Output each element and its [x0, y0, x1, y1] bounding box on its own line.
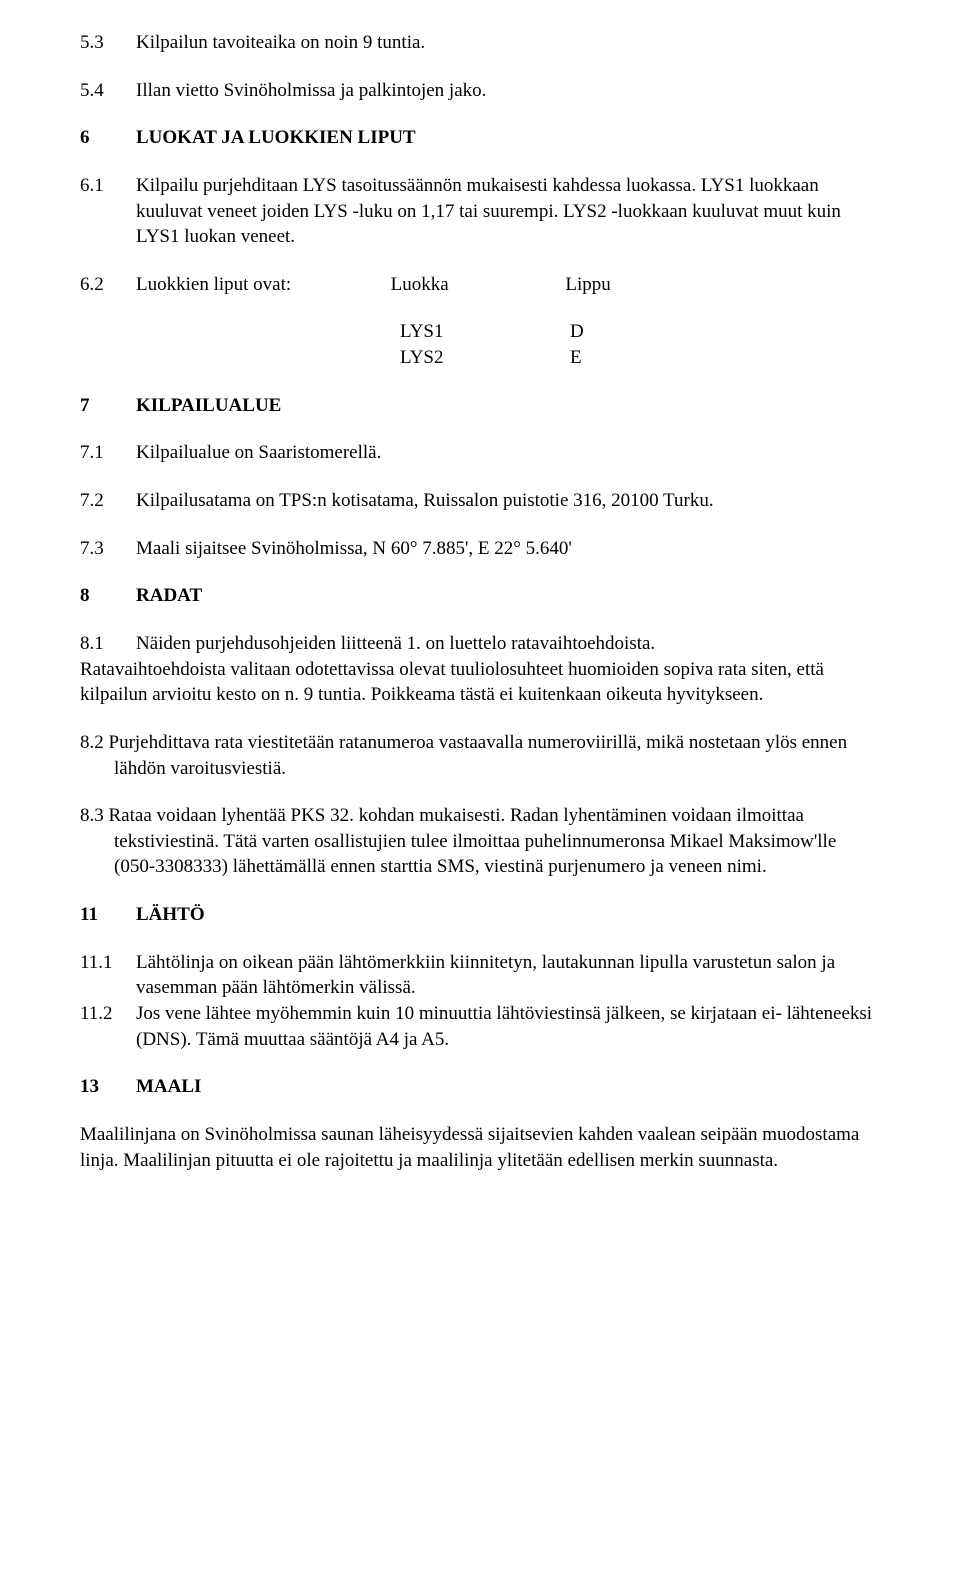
section-13-heading: 13 MAALI — [80, 1074, 880, 1100]
lippu-luokka: LYS1 — [400, 319, 570, 345]
section-number: 8.1 — [80, 631, 136, 657]
section-text: Maali sijaitsee Svinöholmissa, N 60° 7.8… — [136, 536, 880, 562]
section-number: 5.3 — [80, 30, 136, 56]
section-text-rest: Ratavaihtoehdoista valitaan odotettaviss… — [80, 657, 880, 708]
section-text: Kilpailusatama on TPS:n kotisatama, Ruis… — [136, 488, 880, 514]
section-number: 7 — [80, 393, 136, 419]
section-number: 7.1 — [80, 440, 136, 466]
section-heading: LÄHTÖ — [136, 902, 880, 928]
section-7-1: 7.1 Kilpailualue on Saaristomerellä. — [80, 440, 880, 466]
section-text: Kilpailu purjehditaan LYS tasoitussäännö… — [136, 173, 880, 250]
section-text: 8.2 Purjehdittava rata viestitetään rata… — [80, 730, 880, 781]
document-page: 5.3 Kilpailun tavoiteaika on noin 9 tunt… — [0, 0, 960, 1584]
section-heading: LUOKAT JA LUOKKIEN LIPUT — [136, 125, 880, 151]
section-6-heading: 6 LUOKAT JA LUOKKIEN LIPUT — [80, 125, 880, 151]
section-11-2: 11.2 Jos vene lähtee myöhemmin kuin 10 m… — [80, 1001, 880, 1052]
lippu-luokka: LYS2 — [400, 345, 570, 371]
lippu-row-lys1: LYS1 D — [400, 319, 880, 345]
section-number: 6.2 — [80, 272, 136, 298]
section-11-1: 11.1 Lähtölinja on oikean pään lähtömerk… — [80, 950, 880, 1001]
liput-intro: Luokkien liput ovat: — [136, 274, 291, 295]
section-8-heading: 8 RADAT — [80, 583, 880, 609]
liput-col-lippu: Lippu — [565, 274, 610, 295]
section-number: 5.4 — [80, 78, 136, 104]
section-11-heading: 11 LÄHTÖ — [80, 902, 880, 928]
section-number: 7.3 — [80, 536, 136, 562]
section-number: 8 — [80, 583, 136, 609]
section-text: Luokkien liput ovat: Luokka Lippu — [136, 272, 880, 298]
section-number: 6.1 — [80, 173, 136, 250]
section-8-2: 8.2 Purjehdittava rata viestitetään rata… — [80, 730, 880, 781]
section-6-1: 6.1 Kilpailu purjehditaan LYS tasoitussä… — [80, 173, 880, 250]
section-number: 7.2 — [80, 488, 136, 514]
lippu-table: LYS1 D LYS2 E — [400, 319, 880, 370]
section-text: Lähtölinja on oikean pään lähtömerkkiin … — [136, 950, 880, 1001]
section-heading: RADAT — [136, 583, 880, 609]
section-number: 11 — [80, 902, 136, 928]
section-number: 11.1 — [80, 950, 136, 1001]
section-7-heading: 7 KILPAILUALUE — [80, 393, 880, 419]
section-8-1: 8.1 Näiden purjehdusohjeiden liitteenä 1… — [80, 631, 880, 708]
maali-paragraph: Maalilinjana on Svinöholmissa saunan läh… — [80, 1122, 880, 1173]
section-heading: KILPAILUALUE — [136, 393, 880, 419]
section-8-3: 8.3 Rataa voidaan lyhentää PKS 32. kohda… — [80, 803, 880, 880]
section-7-2: 7.2 Kilpailusatama on TPS:n kotisatama, … — [80, 488, 880, 514]
section-5-4: 5.4 Illan vietto Svinöholmissa ja palkin… — [80, 78, 880, 104]
section-text: Jos vene lähtee myöhemmin kuin 10 minuut… — [136, 1001, 880, 1052]
section-heading: MAALI — [136, 1074, 880, 1100]
section-6-2: 6.2 Luokkien liput ovat: Luokka Lippu — [80, 272, 880, 298]
section-7-3: 7.3 Maali sijaitsee Svinöholmissa, N 60°… — [80, 536, 880, 562]
section-number: 11.2 — [80, 1001, 136, 1052]
section-text: Kilpailun tavoiteaika on noin 9 tuntia. — [136, 30, 880, 56]
liput-col-luokka: Luokka — [391, 272, 561, 298]
section-text-lead: Näiden purjehdusohjeiden liitteenä 1. on… — [136, 631, 880, 657]
lippu-flag: E — [570, 345, 582, 371]
lippu-row-lys2: LYS2 E — [400, 345, 880, 371]
section-5-3: 5.3 Kilpailun tavoiteaika on noin 9 tunt… — [80, 30, 880, 56]
section-text: Illan vietto Svinöholmissa ja palkintoje… — [136, 78, 880, 104]
section-number: 6 — [80, 125, 136, 151]
section-text: 8.3 Rataa voidaan lyhentää PKS 32. kohda… — [80, 803, 880, 880]
lippu-flag: D — [570, 319, 584, 345]
section-number: 13 — [80, 1074, 136, 1100]
section-text: Kilpailualue on Saaristomerellä. — [136, 440, 880, 466]
